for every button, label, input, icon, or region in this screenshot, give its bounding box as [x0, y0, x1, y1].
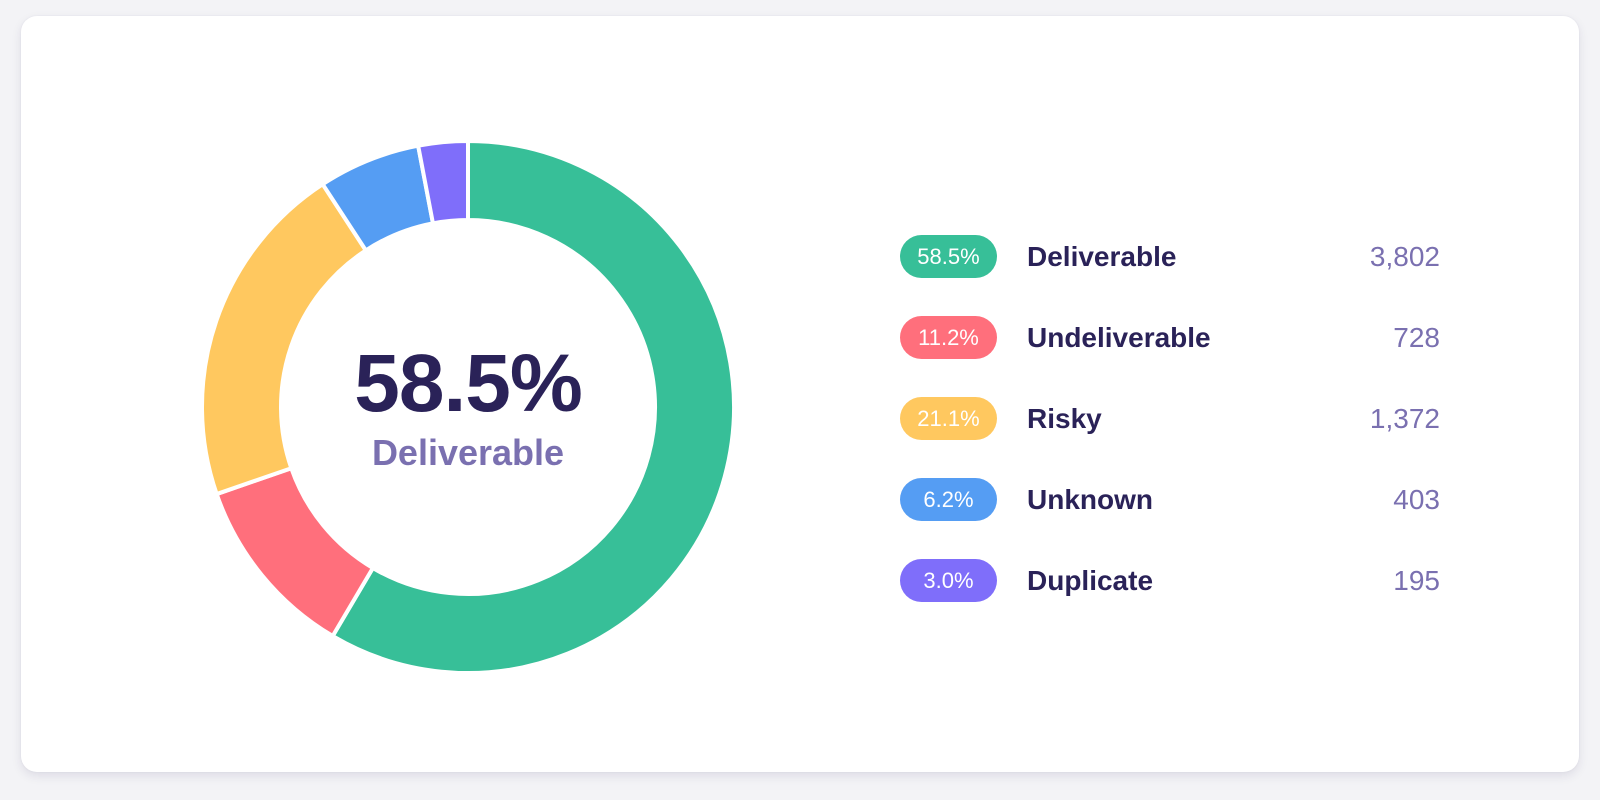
- legend-row-undeliverable[interactable]: 11.2% Undeliverable 728: [900, 316, 1440, 359]
- deliverability-card: 58.5% Deliverable 58.5% Deliverable 3,80…: [21, 16, 1579, 772]
- legend-count: 403: [1393, 483, 1440, 515]
- percent-badge: 3.0%: [900, 559, 997, 602]
- legend-label: Deliverable: [1027, 240, 1177, 272]
- legend-count: 195: [1393, 564, 1440, 596]
- legend: 58.5% Deliverable 3,802 11.2% Undelivera…: [900, 235, 1440, 640]
- donut-slice-duplicate[interactable]: [416, 139, 470, 226]
- legend-label: Undeliverable: [1027, 321, 1211, 353]
- donut-slice-deliverable[interactable]: [330, 139, 736, 675]
- percent-badge: 6.2%: [900, 478, 997, 521]
- legend-count: 728: [1393, 321, 1440, 353]
- legend-row-deliverable[interactable]: 58.5% Deliverable 3,802: [900, 235, 1440, 278]
- percent-badge: 11.2%: [900, 316, 997, 359]
- percent-badge: 58.5%: [900, 235, 997, 278]
- legend-count: 1,372: [1369, 402, 1440, 434]
- legend-label: Risky: [1027, 402, 1102, 434]
- legend-label: Unknown: [1027, 483, 1153, 515]
- legend-count: 3,802: [1369, 240, 1440, 272]
- legend-label: Duplicate: [1027, 564, 1154, 596]
- donut-slice-risky[interactable]: [200, 182, 368, 497]
- percent-badge: 21.1%: [900, 397, 997, 440]
- legend-row-unknown[interactable]: 6.2% Unknown 403: [900, 478, 1440, 521]
- legend-row-duplicate[interactable]: 3.0% Duplicate 195: [900, 559, 1440, 602]
- donut-svg: [200, 139, 736, 675]
- donut-chart: 58.5% Deliverable: [196, 135, 740, 679]
- legend-row-risky[interactable]: 21.1% Risky 1,372: [900, 397, 1440, 440]
- donut-slice-undeliverable[interactable]: [214, 466, 375, 639]
